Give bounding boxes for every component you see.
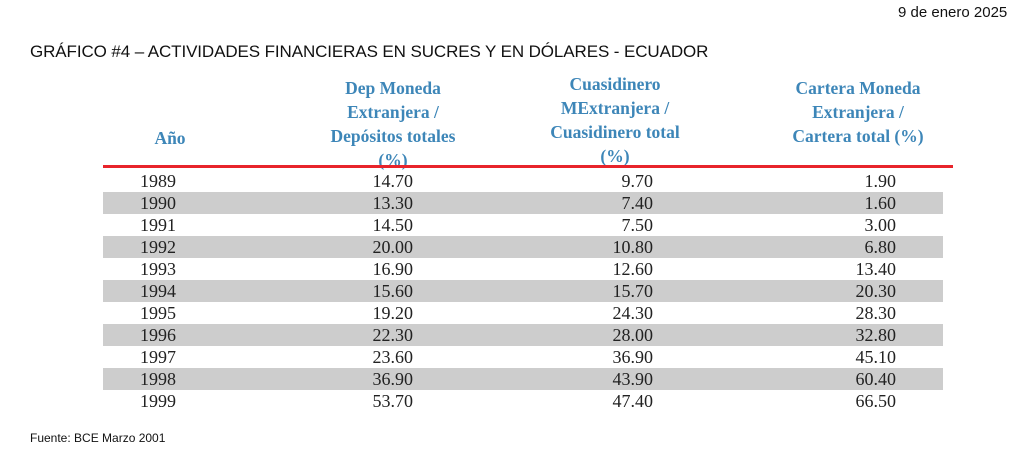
header-deposits: Dep Moneda Extranjera / Depósitos totale… xyxy=(293,76,493,172)
table-row: 1989 14.70 9.70 1.90 xyxy=(103,170,943,192)
year-cell: 1992 xyxy=(140,237,176,257)
page-title: GRÁFICO #4 – ACTIVIDADES FINANCIERAS EN … xyxy=(30,42,709,61)
deposits-cell: 13.30 xyxy=(372,193,414,213)
deposits-cell: 19.20 xyxy=(372,303,414,323)
header-line: (%) xyxy=(378,150,408,170)
table-row: 1990 13.30 7.40 1.60 xyxy=(103,192,943,214)
deposits-cell: 20.00 xyxy=(372,237,414,257)
table-row: 1999 53.70 47.40 66.50 xyxy=(103,390,943,412)
table-body: 1989 14.70 9.70 1.90 1990 13.30 7.40 1.60 1991 14… xyxy=(103,170,943,412)
header-line: MExtranjera / xyxy=(560,98,670,118)
year-cell: 1995 xyxy=(140,303,176,323)
loans-cell: 28.30 xyxy=(855,303,897,323)
year-cell: 1989 xyxy=(140,171,176,191)
loans-cell: 3.00 xyxy=(864,215,897,235)
table-row: 1991 14.50 7.50 3.00 xyxy=(103,214,943,236)
year-cell: 1999 xyxy=(140,391,176,411)
loans-cell: 6.80 xyxy=(864,237,897,257)
header-line: Año xyxy=(154,128,186,148)
header-line: Cartera Moneda xyxy=(795,78,921,98)
year-cell: 1996 xyxy=(140,325,176,345)
quasimoney-cell: 12.60 xyxy=(612,259,654,279)
header-line: Depósitos totales xyxy=(330,126,456,146)
header-line: Extranjera / xyxy=(812,102,904,122)
loans-cell: 13.40 xyxy=(855,259,897,279)
loans-cell: 32.80 xyxy=(855,325,897,345)
quasimoney-cell: 10.80 xyxy=(612,237,654,257)
deposits-cell: 22.30 xyxy=(372,325,414,345)
table-header: Año Dep Moneda Extranjera / Depósitos to… xyxy=(103,72,953,170)
quasimoney-cell: 7.40 xyxy=(621,193,654,213)
loans-cell: 20.30 xyxy=(855,281,897,301)
year-cell: 1997 xyxy=(140,347,176,367)
year-cell: 1990 xyxy=(140,193,176,213)
year-cell: 1993 xyxy=(140,259,176,279)
deposits-cell: 15.60 xyxy=(372,281,414,301)
table-row: 1997 23.60 36.90 45.10 xyxy=(103,346,943,368)
header-line: Cartera total (%) xyxy=(792,126,924,146)
deposits-cell: 14.50 xyxy=(372,215,414,235)
deposits-cell: 14.70 xyxy=(372,171,414,191)
header-line: Cuasidinero total xyxy=(550,122,680,142)
header-line: Extranjera / xyxy=(347,102,439,122)
header-rule xyxy=(103,165,953,168)
table-row: 1993 16.90 12.60 13.40 xyxy=(103,258,943,280)
header-loans: Cartera Moneda Extranjera / Cartera tota… xyxy=(758,76,958,148)
quasimoney-cell: 43.90 xyxy=(612,369,654,389)
deposits-cell: 16.90 xyxy=(372,259,414,279)
quasimoney-cell: 24.30 xyxy=(612,303,654,323)
header-line: Cuasidinero xyxy=(569,74,661,94)
loans-cell: 1.90 xyxy=(864,171,897,191)
loans-cell: 66.50 xyxy=(855,391,897,411)
source-note: Fuente: BCE Marzo 2001 xyxy=(30,431,166,445)
deposits-cell: 36.90 xyxy=(372,369,414,389)
header-line: Dep Moneda xyxy=(345,78,441,98)
header-quasimoney: Cuasidinero MExtranjera / Cuasidinero to… xyxy=(515,72,715,168)
header-year: Año xyxy=(125,126,215,150)
loans-cell: 60.40 xyxy=(855,369,897,389)
quasimoney-cell: 15.70 xyxy=(612,281,654,301)
year-cell: 1994 xyxy=(140,281,176,301)
deposits-cell: 53.70 xyxy=(372,391,414,411)
data-table: Año Dep Moneda Extranjera / Depósitos to… xyxy=(103,72,953,411)
table-row: 1992 20.00 10.80 6.80 xyxy=(103,236,943,258)
quasimoney-cell: 28.00 xyxy=(612,325,654,345)
year-cell: 1998 xyxy=(140,369,176,389)
quasimoney-cell: 7.50 xyxy=(621,215,654,235)
quasimoney-cell: 36.90 xyxy=(612,347,654,367)
table-row: 1994 15.60 15.70 20.30 xyxy=(103,280,943,302)
quasimoney-cell: 47.40 xyxy=(612,391,654,411)
deposits-cell: 23.60 xyxy=(372,347,414,367)
table-row: 1998 36.90 43.90 60.40 xyxy=(103,368,943,390)
date-label: 9 de enero 2025 xyxy=(898,4,1008,21)
loans-cell: 45.10 xyxy=(855,347,897,367)
year-cell: 1991 xyxy=(140,215,176,235)
quasimoney-cell: 9.70 xyxy=(621,171,654,191)
loans-cell: 1.60 xyxy=(864,193,897,213)
table-row: 1996 22.30 28.00 32.80 xyxy=(103,324,943,346)
table-row: 1995 19.20 24.30 28.30 xyxy=(103,302,943,324)
header-line: (%) xyxy=(600,146,630,166)
